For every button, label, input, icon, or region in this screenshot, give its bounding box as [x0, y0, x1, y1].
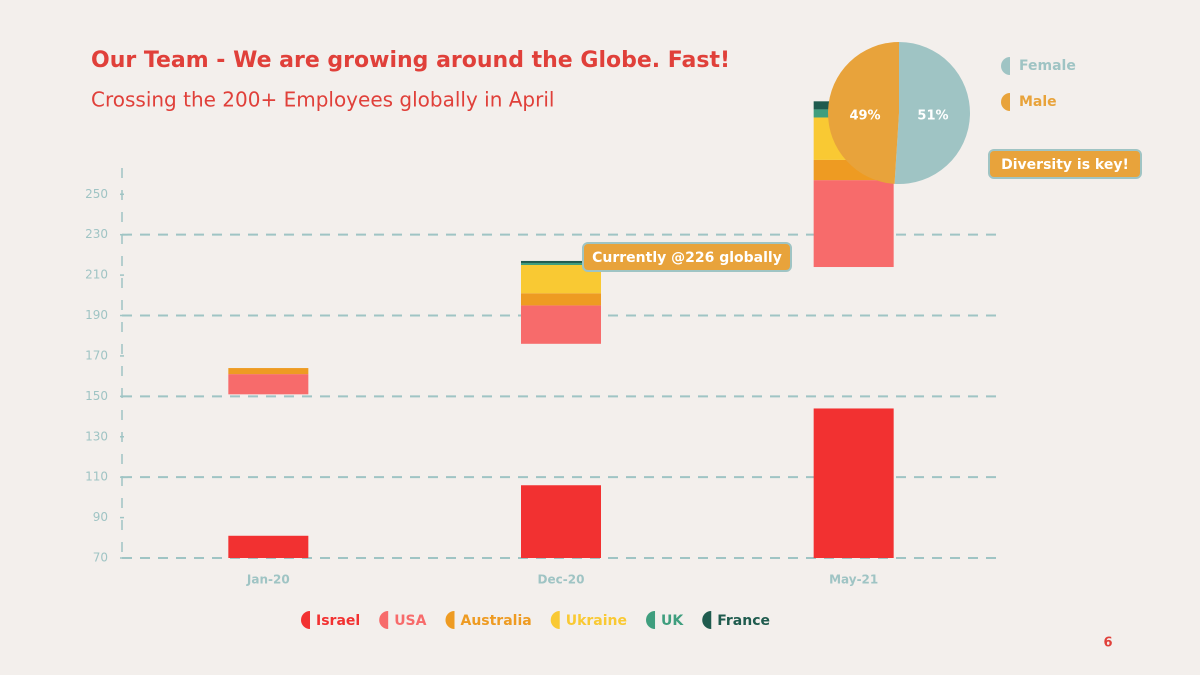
bar-segment [228, 535, 309, 558]
y-tick-label: 150 [85, 389, 108, 403]
legend-label: Ukraine [566, 613, 627, 629]
legend-label: Male [1019, 94, 1057, 110]
page-number: 6 [1103, 636, 1112, 651]
annotation: Currently @226 globally [592, 250, 782, 266]
legend-icon [445, 611, 455, 629]
legend-label: France [717, 613, 770, 629]
y-tick-label: 130 [85, 429, 108, 443]
legend-icon [702, 611, 712, 629]
x-tick-label: Jan-20 [246, 573, 290, 587]
pie-value-label: 49% [849, 108, 880, 123]
y-tick-label: 90 [93, 510, 108, 524]
annotation-box [582, 242, 792, 272]
legend-label: Israel [316, 613, 360, 629]
bar-segment [228, 374, 309, 395]
y-tick-label: 210 [85, 268, 108, 282]
legend-icon [301, 611, 310, 629]
bar-segment [813, 180, 894, 268]
annotation: Diversity is key! [1001, 157, 1129, 173]
legend-label: Female [1019, 58, 1076, 74]
legend-icon [1001, 57, 1010, 75]
y-tick-label: 230 [85, 227, 108, 241]
legend-icon [646, 611, 656, 629]
bar-segment [521, 260, 601, 263]
pie-value-label: 51% [917, 109, 948, 124]
annotation-box [988, 149, 1142, 179]
bar-segment [521, 485, 601, 558]
pie-slice [894, 42, 971, 184]
legend-icon [550, 611, 560, 629]
y-tick-label: 110 [85, 470, 108, 484]
y-tick-label: 250 [85, 187, 108, 201]
bar-segment [521, 262, 601, 265]
legend-label: USA [394, 613, 426, 629]
slide-title: Our Team - We are growing around the Glo… [91, 48, 730, 73]
bar-segment [813, 408, 894, 558]
x-tick-label: May-21 [829, 573, 878, 587]
x-tick-label: Dec-20 [538, 573, 585, 587]
legend-label: UK [661, 613, 684, 629]
slide-subtitle: Crossing the 200+ Employees globally in … [91, 88, 554, 112]
y-tick-label: 70 [93, 551, 108, 565]
bar-segment [521, 305, 601, 344]
bar-segment [521, 293, 601, 306]
bar-segment [228, 368, 309, 375]
legend-icon [1001, 93, 1010, 111]
y-tick-label: 170 [85, 348, 108, 362]
pie-slice [828, 42, 899, 184]
y-tick-label: 190 [85, 308, 108, 322]
legend-label: Australia [460, 613, 531, 629]
legend-icon [379, 611, 389, 629]
